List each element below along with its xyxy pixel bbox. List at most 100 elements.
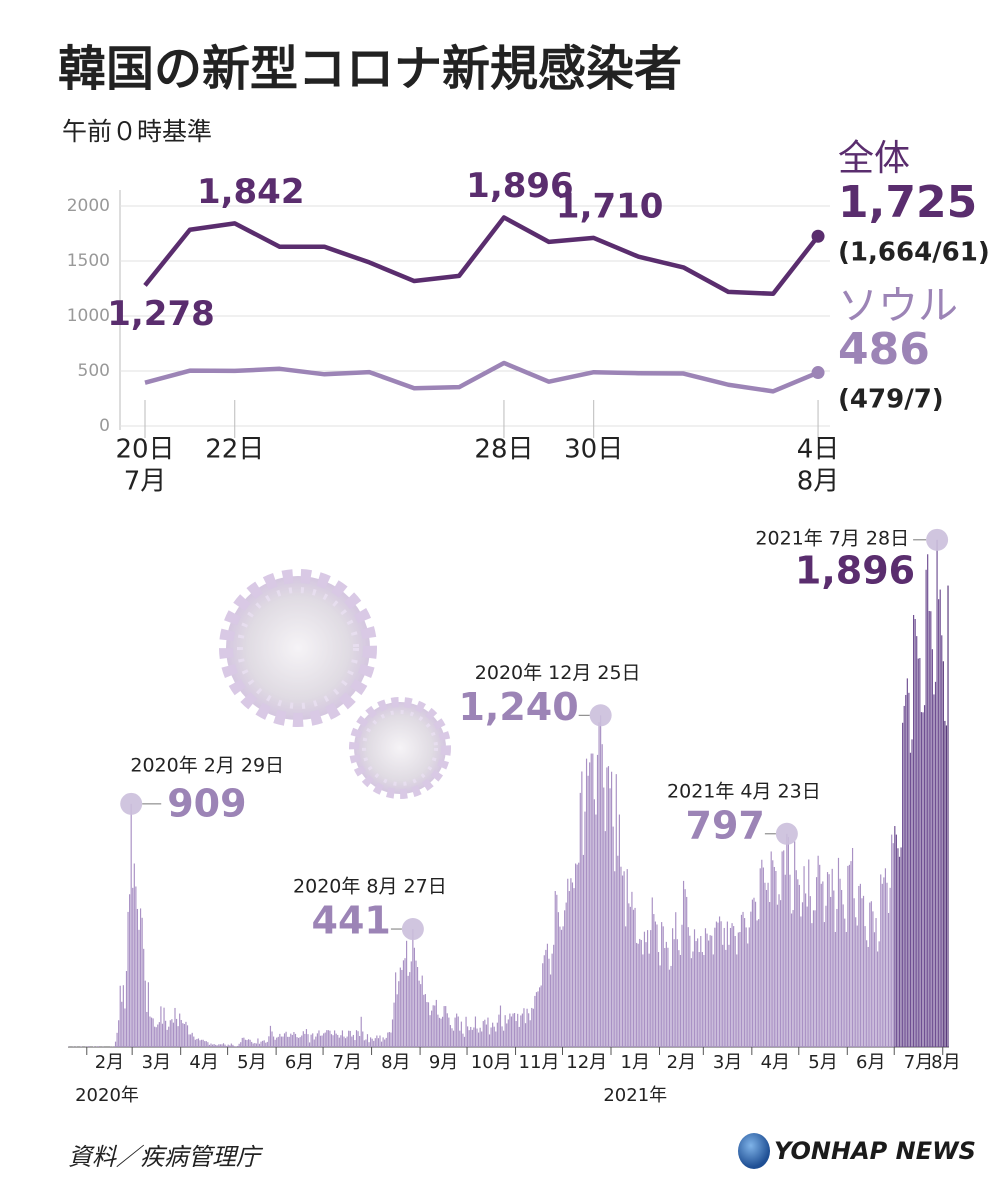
bar (731, 923, 733, 1047)
bar (402, 960, 405, 1047)
bar (909, 752, 912, 1047)
bar (564, 910, 566, 1047)
y-tick-label: 1500 (67, 251, 110, 271)
bar (687, 927, 689, 1047)
bar (593, 799, 595, 1047)
year-label: 2020年 (75, 1085, 139, 1106)
bar (923, 705, 926, 1047)
bar (340, 1035, 342, 1047)
bar (822, 881, 824, 1047)
bar (93, 1046, 95, 1047)
end-note: (1,664/61) (838, 238, 990, 268)
bar (884, 868, 887, 1047)
bar (848, 864, 851, 1047)
callout-date: 2020年 2月 29日 (130, 754, 284, 776)
bar (138, 929, 140, 1047)
bar (499, 1005, 502, 1047)
bar (329, 1030, 331, 1047)
bar (445, 1006, 447, 1047)
bar (471, 1029, 473, 1047)
bar (941, 635, 943, 1047)
x-tick-label: 5月 (808, 1052, 837, 1073)
bar (229, 1045, 231, 1047)
bar (942, 661, 944, 1047)
bar (728, 944, 730, 1047)
bar (859, 883, 861, 1047)
bar (811, 923, 813, 1047)
bar (490, 1027, 492, 1047)
bar (803, 866, 805, 1047)
bar (617, 855, 619, 1047)
bar (936, 539, 938, 1047)
bar (370, 1037, 372, 1047)
bar (628, 903, 630, 1047)
bar (758, 919, 760, 1047)
callout-dot (926, 528, 949, 551)
bar (434, 1005, 436, 1047)
bar (504, 1015, 506, 1047)
x-tick-label: 8月 (381, 1052, 410, 1073)
bar (318, 1030, 320, 1047)
bar (632, 909, 635, 1047)
bar (686, 896, 688, 1047)
bar (704, 928, 707, 1047)
callout-dot (120, 792, 143, 815)
bar (457, 1016, 459, 1047)
bar (897, 848, 899, 1047)
bar (725, 949, 727, 1047)
data-label: 1,278 (107, 294, 215, 334)
bar (706, 933, 708, 1047)
bar (446, 1013, 448, 1047)
bar (474, 1016, 477, 1047)
bar (260, 1041, 262, 1047)
bar (612, 826, 614, 1047)
bar (814, 910, 816, 1047)
bar (310, 1034, 312, 1047)
bar (349, 1030, 351, 1047)
x-tick-label: 28日 (474, 435, 533, 465)
data-label: 1,896 (466, 166, 574, 206)
bar (736, 954, 738, 1047)
bar (800, 916, 802, 1047)
bar (779, 900, 782, 1047)
bar (672, 928, 674, 1047)
x-tick-label: 10月 (471, 1052, 512, 1073)
x-tick-label: 20日 (115, 435, 174, 465)
bar (625, 926, 627, 1047)
bar (920, 712, 923, 1047)
bar (556, 894, 558, 1047)
bar (944, 720, 946, 1047)
bar (438, 1017, 441, 1047)
bar (265, 1042, 267, 1047)
x-tick-label: 6月 (856, 1052, 885, 1073)
bar (237, 1045, 239, 1047)
bar (390, 1032, 392, 1047)
bar (643, 931, 646, 1047)
bar (598, 722, 600, 1047)
bar (118, 1020, 120, 1047)
bar (171, 1019, 173, 1047)
bar (296, 1037, 298, 1047)
x-tick-label: 2月 (95, 1052, 124, 1073)
bar (895, 834, 897, 1047)
bar (294, 1033, 297, 1047)
bar (592, 753, 594, 1047)
bar (371, 1038, 373, 1047)
bar (501, 1026, 503, 1047)
bar (415, 960, 417, 1047)
bar (366, 1034, 369, 1047)
bar (412, 929, 414, 1047)
bar (828, 874, 830, 1047)
callout-dot (775, 822, 798, 845)
bar (211, 1044, 214, 1047)
bar (424, 994, 426, 1047)
bar (183, 1023, 185, 1047)
bar (449, 1025, 451, 1047)
bar (934, 681, 937, 1047)
bar (607, 766, 610, 1047)
bar (224, 1044, 226, 1047)
bar (456, 1013, 458, 1047)
bar (535, 992, 538, 1047)
bar (274, 1039, 276, 1047)
